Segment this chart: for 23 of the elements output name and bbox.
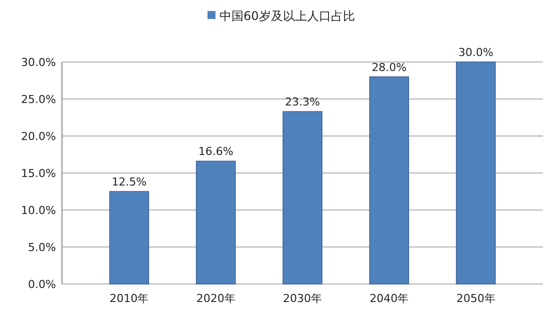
x-tick-label: 2040年 xyxy=(370,292,409,305)
y-tick-label: 5.0% xyxy=(28,240,56,254)
y-tick-label: 30.0% xyxy=(21,56,56,69)
y-tick-label: 0.0% xyxy=(28,278,56,291)
data-label: 30.0% xyxy=(458,46,494,59)
legend-label: 中国60岁及以上人口占比 xyxy=(220,9,355,24)
bar xyxy=(369,76,410,284)
x-tick-label: 2050年 xyxy=(456,292,496,305)
y-tick-label: 20.0% xyxy=(21,130,56,143)
data-label: 28.0% xyxy=(372,60,407,74)
data-label: 16.6% xyxy=(198,145,234,158)
x-tick-label: 2010年 xyxy=(110,292,149,305)
y-tick-label: 10.0% xyxy=(21,204,56,217)
data-label: 23.3% xyxy=(285,96,320,109)
y-tick-label: 15.0% xyxy=(21,166,56,180)
bar xyxy=(282,111,322,284)
y-tick-label: 25.0% xyxy=(21,92,56,106)
data-label: 12.5% xyxy=(112,176,147,188)
x-tick-label: 2020年 xyxy=(196,292,236,305)
x-tick-label: 2030年 xyxy=(283,292,322,305)
bar xyxy=(456,62,496,284)
bar xyxy=(196,160,236,284)
bar xyxy=(109,191,150,284)
